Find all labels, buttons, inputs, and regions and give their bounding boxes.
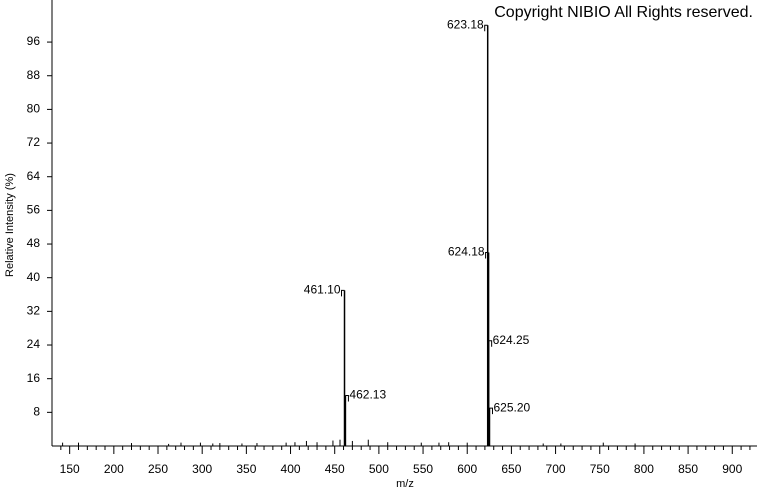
label-bracket (489, 407, 493, 415)
x-tick-label: 600 (457, 462, 477, 476)
copyright: Copyright NIBIO All Rights reserved. (494, 4, 753, 21)
x-tick-label: 400 (281, 462, 301, 476)
x-tick-label: 900 (722, 462, 742, 476)
x-tick-label: 850 (678, 462, 698, 476)
x-tick-label: 250 (148, 462, 168, 476)
peak-label: 623.18 (447, 17, 484, 31)
y-tick-label: 96 (27, 34, 41, 48)
y-tick-label: 24 (27, 337, 41, 351)
label-bracket (488, 340, 493, 347)
x-axis-label: m/z (396, 478, 414, 490)
x-tick-label: 500 (369, 462, 389, 476)
y-tick-label: 32 (27, 304, 41, 318)
label-bracket (341, 289, 345, 297)
y-tick-label: 80 (27, 102, 41, 116)
y-tick-label: 40 (27, 270, 41, 284)
x-tick-label: 750 (590, 462, 610, 476)
y-axis-label: Relative Intensity (%) (4, 173, 16, 277)
y-tick-label: 8 (33, 405, 40, 419)
x-tick-label: 650 (501, 462, 521, 476)
peak-label: 462.13 (349, 388, 386, 402)
y-tick-label: 72 (27, 135, 41, 149)
peak-label: 624.25 (493, 333, 530, 347)
peak-label: 625.20 (493, 400, 530, 414)
label-bracket (484, 24, 488, 32)
x-tick-label: 800 (634, 462, 654, 476)
peak-label: 461.10 (304, 282, 341, 296)
x-tick-label: 350 (236, 462, 256, 476)
y-tick-label: 48 (27, 236, 41, 250)
x-tick-label: 450 (325, 462, 345, 476)
y-tick-label: 56 (27, 203, 41, 217)
y-tick-label: 64 (27, 169, 41, 183)
x-tick-label: 150 (60, 462, 80, 476)
x-tick-label: 550 (413, 462, 433, 476)
label-bracket (485, 251, 489, 259)
x-tick-label: 700 (546, 462, 566, 476)
x-tick-label: 200 (104, 462, 124, 476)
label-bracket (345, 395, 349, 402)
x-tick-label: 300 (192, 462, 212, 476)
y-tick-label: 88 (27, 68, 41, 82)
y-tick-label: 16 (27, 371, 41, 385)
peak-label: 624.18 (448, 245, 485, 259)
